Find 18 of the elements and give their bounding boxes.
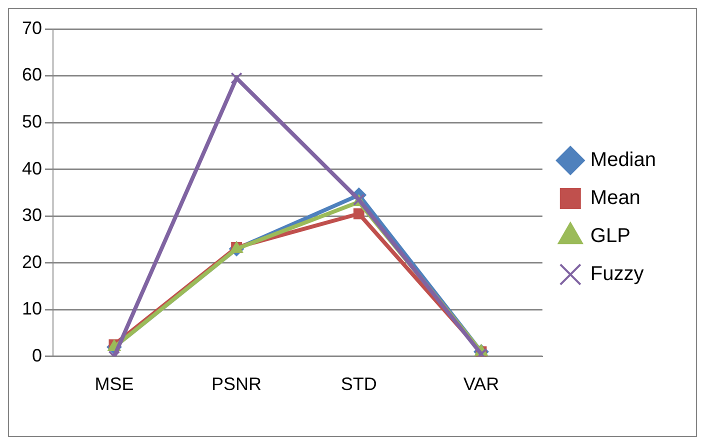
legend-label: Fuzzy [590,263,644,286]
point [230,72,242,84]
x-tick-label: PSNR [212,374,262,394]
y-tick-label: 40 [22,158,42,178]
x-tick-label: STD [340,374,377,394]
y-tick-label: 60 [22,64,42,85]
x-tick-label: MSE [94,374,134,394]
y-tick-label: 10 [22,298,42,319]
legend-label: GLP [590,225,630,248]
y-tick-label: 0 [32,345,42,366]
y-tick-label: 70 [22,18,42,38]
y-tick-label: 50 [22,112,42,132]
y-tick-label: 30 [22,205,42,226]
legend-label: Mean [590,187,640,210]
point [353,208,364,220]
x-tick-label: VAR [463,374,500,394]
y-tick-label: 20 [22,252,42,272]
legend-label: Median [590,149,656,172]
